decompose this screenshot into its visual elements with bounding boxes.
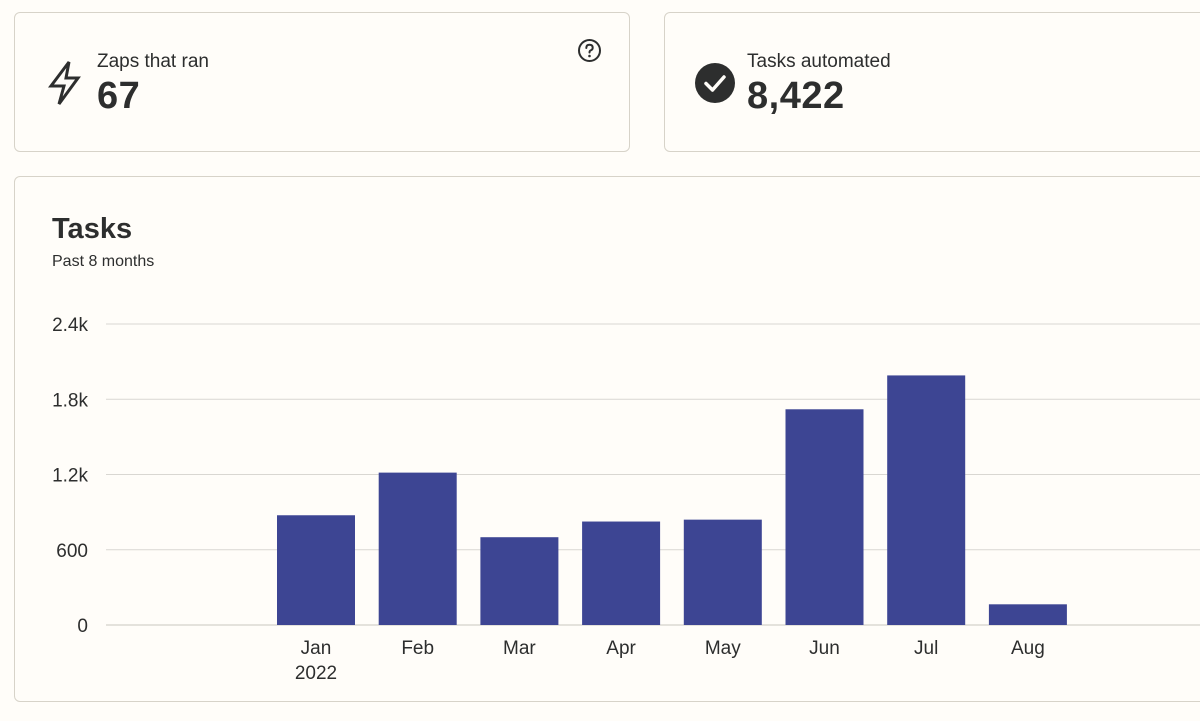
tasks-automated-card: Tasks automated 8,422	[664, 12, 1200, 152]
zaps-ran-card: Zaps that ran 67	[14, 12, 630, 152]
x-tick-label: Mar	[503, 638, 536, 659]
x-tick-label: Jun	[809, 638, 840, 659]
zaps-ran-label: Zaps that ran	[97, 51, 209, 72]
x-tick-label: May	[705, 638, 741, 659]
tasks-automated-value: 8,422	[747, 75, 845, 117]
bar-aug	[988, 604, 1067, 625]
x-tick-label: Apr	[606, 638, 636, 659]
bar-jul	[887, 375, 966, 625]
check-circle-icon	[695, 63, 735, 103]
question-circle-icon[interactable]	[577, 38, 602, 63]
chart-title: Tasks	[52, 213, 133, 245]
y-tick-label: 1.8k	[52, 390, 88, 411]
chart-subtitle: Past 8 months	[52, 253, 155, 270]
bar-mar	[480, 537, 559, 625]
bar-feb	[378, 472, 457, 625]
x-tick-sublabel: 2022	[295, 663, 337, 684]
tasks-automated-label: Tasks automated	[747, 51, 891, 72]
y-tick-label: 2.4k	[52, 315, 88, 336]
lightning-icon	[48, 61, 81, 105]
x-tick-label: Jul	[914, 638, 938, 659]
y-tick-label: 0	[77, 616, 88, 637]
tasks-chart-card: Tasks Past 8 months 0 600 1.2k 1.8k 2.4k Jan 2…	[14, 176, 1200, 702]
x-tick-label: Aug	[1011, 638, 1045, 659]
bar-jun	[785, 409, 864, 625]
x-tick-label: Feb	[401, 638, 434, 659]
bar-jan	[277, 515, 355, 625]
y-tick-label: 600	[56, 541, 88, 562]
bar-may	[683, 519, 762, 625]
zaps-ran-value: 67	[97, 75, 141, 117]
x-tick-label: Jan	[301, 638, 332, 659]
tasks-bar-chart: 0 600 1.2k 1.8k 2.4k Jan 2022 Feb Mar Apr May Jun Ju…	[52, 315, 1200, 684]
bar-apr	[582, 521, 661, 625]
y-tick-label: 1.2k	[52, 466, 88, 487]
